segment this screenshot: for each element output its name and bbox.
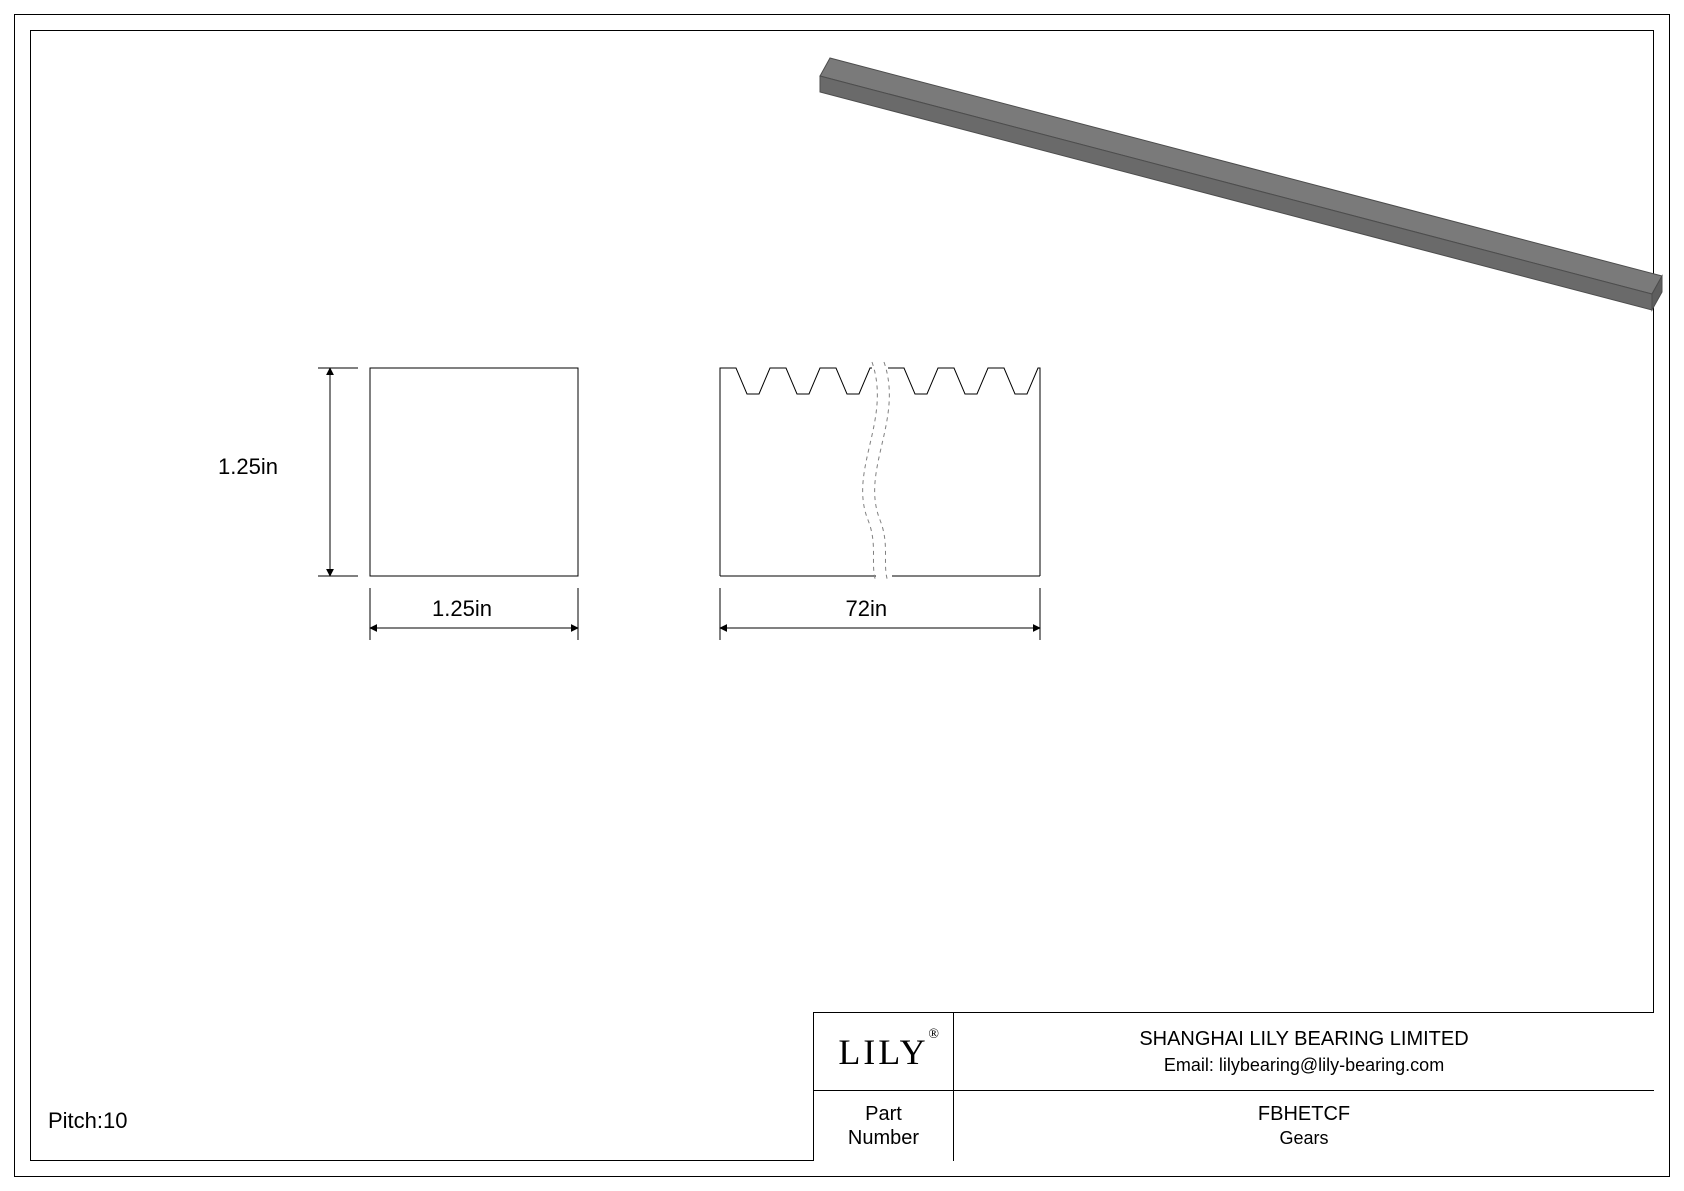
part-label-line2: Number bbox=[848, 1126, 919, 1150]
registered-trademark-icon: ® bbox=[928, 1027, 939, 1043]
isometric-rack-bar bbox=[820, 58, 1662, 310]
logo-text: LILY bbox=[838, 1031, 928, 1073]
company-name: SHANGHAI LILY BEARING LIMITED bbox=[1139, 1028, 1468, 1051]
title-block: LILY ® SHANGHAI LILY BEARING LIMITED Ema… bbox=[813, 1012, 1654, 1161]
logo-cell: LILY ® bbox=[814, 1013, 954, 1091]
part-label-line1: Part bbox=[865, 1102, 902, 1126]
part-number: FBHETCF bbox=[1258, 1103, 1350, 1126]
part-number-label-cell: Part Number bbox=[814, 1091, 954, 1161]
rack-side-view bbox=[720, 362, 1040, 582]
end-view-square bbox=[370, 368, 578, 576]
dimension-height bbox=[318, 368, 358, 576]
part-number-value-cell: FBHETCF Gears bbox=[954, 1091, 1654, 1161]
dimension-height-label: 1.25in bbox=[218, 454, 278, 480]
company-email: Email: lilybearing@lily-bearing.com bbox=[1164, 1055, 1444, 1076]
pitch-label: Pitch:10 bbox=[48, 1108, 128, 1134]
dimension-width-square-label: 1.25in bbox=[432, 596, 492, 622]
company-cell: SHANGHAI LILY BEARING LIMITED Email: lil… bbox=[954, 1013, 1654, 1091]
part-category: Gears bbox=[1279, 1128, 1328, 1149]
dimension-width-rack-label: 72in bbox=[846, 596, 888, 622]
